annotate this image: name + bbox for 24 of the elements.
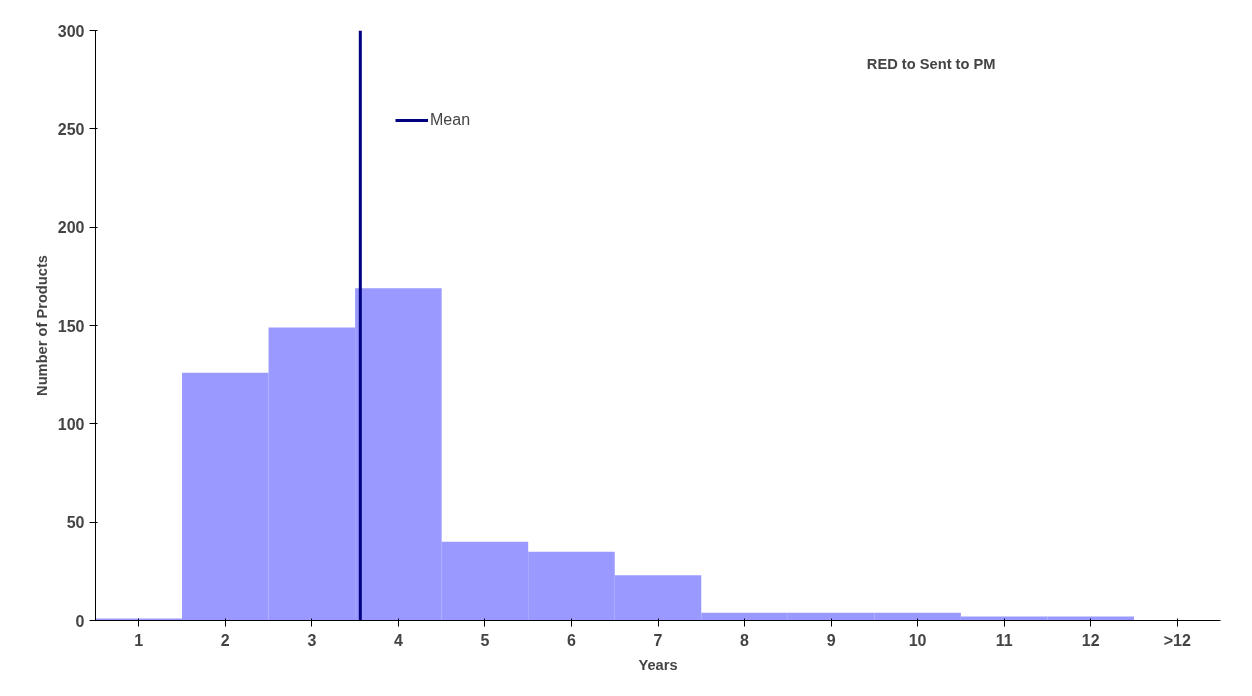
x-tick-label: 2	[220, 631, 230, 649]
x-tick-label: >12	[1163, 631, 1191, 649]
x-tick-label: 3	[307, 631, 317, 649]
y-tick-label: 0	[75, 612, 85, 630]
x-tick-label: 12	[1081, 631, 1100, 649]
x-tick-label: 6	[567, 631, 577, 649]
legend-label: Mean	[430, 111, 471, 129]
x-tick-label: 9	[826, 631, 836, 649]
x-axis-title: Years	[638, 656, 678, 673]
x-tick-label: 8	[740, 631, 750, 649]
y-tick-label: 200	[57, 219, 85, 237]
x-tick-label: 11	[995, 631, 1013, 649]
x-tick-label: 10	[908, 631, 927, 649]
y-tick-label: 150	[57, 317, 85, 335]
y-tick-label: 300	[57, 22, 85, 40]
x-tick-label: 4	[393, 631, 403, 649]
y-tick-label: 50	[66, 514, 85, 532]
text: RED to Sent to PM	[866, 55, 996, 72]
x-tick-label: 1	[134, 631, 144, 649]
y-axis-title: Number of Products	[33, 255, 50, 396]
x-tick-label: 7	[653, 631, 663, 649]
y-tick-label: 250	[57, 120, 85, 138]
x-tick-label: 5	[480, 631, 490, 649]
y-tick-label: 100	[57, 415, 85, 433]
